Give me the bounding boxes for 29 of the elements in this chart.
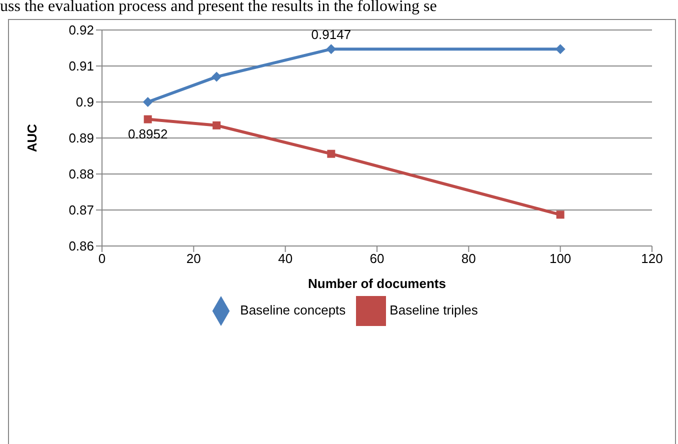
text: uss the evaluation process and present the results in the following se	[0, 0, 437, 16]
x-tick-label: 100	[549, 251, 572, 266]
x-tick-label: 80	[461, 251, 476, 266]
y-axis-title: AUC	[24, 123, 40, 152]
point	[556, 210, 564, 219]
x-tick-label: 0	[98, 251, 106, 266]
legend-label: Baseline concepts	[240, 302, 346, 318]
y-tick-label: 0.86	[68, 238, 94, 254]
y-tick-label: 0.87	[68, 202, 94, 218]
point	[212, 121, 221, 130]
y-tick-label: 0.88	[68, 166, 94, 182]
data-label: 0.9147	[311, 27, 352, 42]
data-label: 0.8952	[128, 126, 168, 142]
point	[326, 44, 336, 54]
point	[555, 44, 566, 54]
x-tick-label: 120	[641, 251, 663, 266]
x-tick-label: 20	[186, 251, 201, 266]
x-axis-title: Number of documents	[308, 276, 446, 291]
y-tick-label: 0.91	[68, 58, 94, 74]
point	[142, 97, 153, 107]
y-tick-label: 0.89	[68, 130, 94, 146]
point	[327, 150, 336, 158]
legend-label: Baseline triples	[390, 302, 478, 318]
y-tick-label: 0.9	[76, 94, 94, 110]
point	[212, 72, 222, 82]
y-tick-label: 0.92	[68, 22, 94, 38]
x-tick-label: 60	[370, 251, 384, 266]
point	[144, 115, 152, 124]
x-tick-label: 40	[278, 251, 293, 266]
